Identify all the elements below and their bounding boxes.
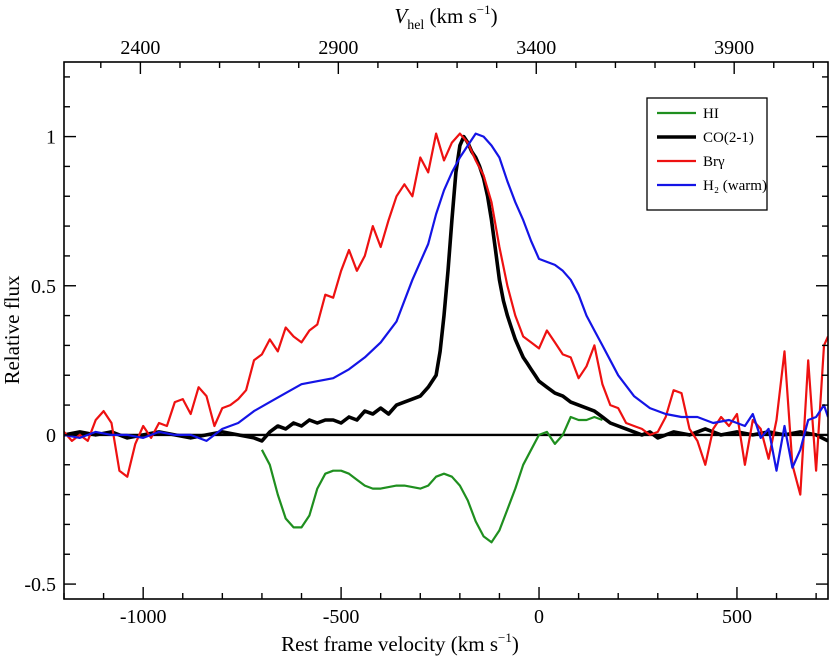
- legend-label-brg: Brγ: [703, 154, 725, 170]
- series-line-2: [64, 132, 828, 496]
- legend-label-hi: HI: [703, 106, 719, 122]
- y-tick-label: 0: [46, 425, 56, 447]
- y-tick-label: 0.5: [31, 276, 56, 298]
- legend: HI CO(2-1) Brγ H₂ (warm): [646, 97, 768, 211]
- x-tick-label: 0: [534, 606, 544, 628]
- y-tick-label: -0.5: [24, 574, 56, 596]
- series-line-0: [260, 415, 603, 544]
- x-tick-label: -500: [323, 606, 360, 628]
- top-tick-label: 2400: [120, 37, 160, 59]
- top-axis-title: Vhel (km s−1): [394, 2, 497, 33]
- y-tick-label: 1: [46, 127, 56, 149]
- top-tick-label: 3400: [516, 37, 556, 59]
- legend-label-co: CO(2-1): [703, 130, 754, 146]
- y-axis-title: Relative flux: [0, 275, 24, 385]
- series-layer: [64, 132, 828, 544]
- x-axis-title: Rest frame velocity (km s−1): [281, 630, 519, 656]
- x-tick-label: -1000: [120, 606, 167, 628]
- legend-label-h2: H₂ (warm): [703, 178, 767, 194]
- legend-box: [646, 97, 768, 211]
- top-tick-label: 3900: [714, 37, 754, 59]
- series-line-3: [64, 132, 828, 472]
- plot-frame: [63, 61, 829, 600]
- x-tick-label: 500: [722, 606, 752, 628]
- top-tick-label: 2900: [318, 37, 358, 59]
- tick-layer: -1000 -500 0 500 2400 2900 3400 3900 -0.5 0 0.5 1: [24, 37, 828, 628]
